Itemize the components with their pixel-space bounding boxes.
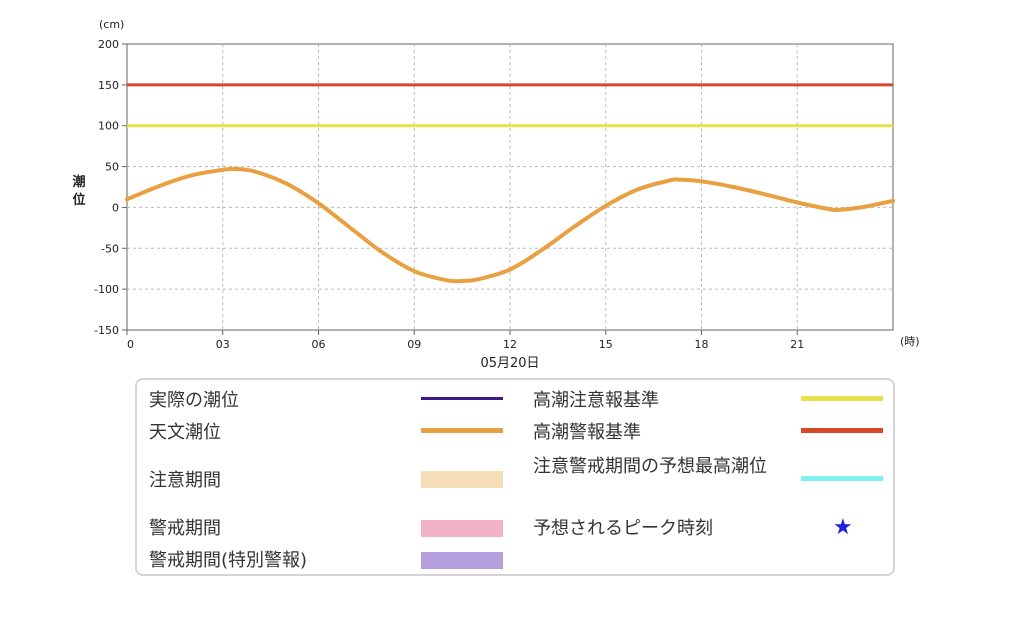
x-tick-label: 06: [312, 338, 326, 351]
y-axis-label-char-1: 潮: [72, 174, 85, 190]
legend: 実際の潮位 天文潮位 注意期間 警戒期間 警戒期間(特別警報) 高潮注意報基準 …: [135, 378, 895, 576]
legend-label: 注意警戒期間の予想最高潮位: [533, 456, 767, 477]
x-unit-label: (時): [900, 335, 920, 348]
x-axis-label: 05月20日: [480, 356, 539, 371]
x-tick-label: 21: [790, 338, 804, 351]
threshold-lines: [127, 83, 893, 128]
y-tick-label: 200: [98, 38, 119, 51]
star-icon: ★: [833, 515, 853, 540]
y-tick-label: 50: [105, 161, 119, 174]
y-tick-label: -100: [94, 283, 119, 296]
legend-box-swatch: [421, 552, 503, 569]
legend-label: 高潮注意報基準: [533, 390, 659, 411]
y-tick-label: 150: [98, 79, 119, 92]
legend-line-swatch: [801, 396, 883, 401]
legend-line-swatch: [421, 397, 503, 400]
y-tick-label: 100: [98, 120, 119, 133]
legend-line-swatch: [801, 428, 883, 433]
legend-box-swatch: [421, 520, 503, 537]
y-axis-label: 潮 位: [72, 174, 85, 208]
x-tick-label: 15: [599, 338, 613, 351]
legend-line-swatch: [801, 476, 883, 481]
legend-label: 実際の潮位: [149, 390, 239, 411]
legend-label: 高潮警報基準: [533, 422, 641, 443]
series-lines: [125, 166, 895, 284]
legend-label: 警戒期間: [149, 518, 221, 539]
y-tick-label: -50: [101, 242, 119, 255]
y-tick-label: 0: [112, 201, 119, 214]
x-tick-label: 18: [695, 338, 709, 351]
x-tick-label: 12: [503, 338, 517, 351]
legend-label: 予想されるピーク時刻: [533, 518, 713, 539]
plot-area: [126, 43, 894, 331]
y-unit-label: (cm): [99, 18, 124, 31]
y-axis-label-char-2: 位: [72, 192, 85, 208]
x-tick-label: 03: [216, 338, 230, 351]
legend-line-swatch: [421, 428, 503, 433]
x-tick-label: 0: [127, 338, 134, 351]
legend-label: 天文潮位: [149, 422, 221, 443]
series-line: [125, 166, 895, 284]
y-tick-label: -150: [94, 324, 119, 337]
legend-label: 警戒期間(特別警報): [149, 550, 308, 571]
x-tick-labels: 0 03 06 09 12 15 18 21: [126, 330, 804, 351]
y-tick-labels: 200 150 100 50 0 -50 -100 -150: [94, 38, 127, 337]
legend-box-swatch: [421, 471, 503, 488]
x-tick-label: 09: [407, 338, 421, 351]
legend-label: 注意期間: [149, 470, 221, 491]
